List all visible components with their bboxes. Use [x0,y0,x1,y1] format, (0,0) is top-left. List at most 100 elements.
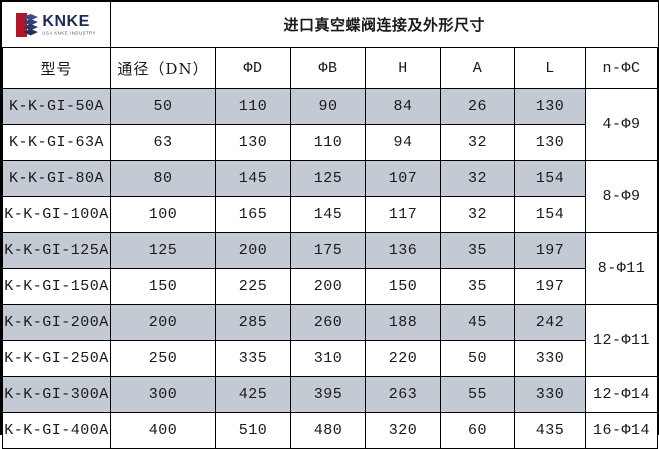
cell-a: 45 [440,304,515,341]
brand-logo: KNKE USA KNKE INDUSTRY [3,2,111,47]
column-header-d: ΦD [215,47,291,89]
cell-h: 220 [365,340,441,377]
brand-logo-cell: KNKE USA KNKE INDUSTRY [2,2,111,48]
column-header-h: H [365,47,441,89]
cell-model: K-K-GI-400A [2,412,111,449]
table-row: K-K-GI-80A 80 145 125 107 32 154 8-Φ9 [2,160,658,233]
cell-h: 320 [365,412,441,449]
cell-h: 136 [365,232,441,269]
cell-model: K-K-GI-100A [2,196,111,233]
cell-d: 200 [215,232,291,269]
table-row: K-K-GI-250A 250 335 310 220 50 330 [2,340,658,377]
cell-d: 145 [215,160,291,197]
cell-dn: 125 [110,232,216,269]
cell-h: 107 [365,160,441,197]
cell-bolt-pattern: 16-Φ14 [585,412,658,449]
cell-h: 188 [365,304,441,341]
cell-bolt-pattern: 8-Φ11 [585,232,658,305]
cell-a: 60 [440,412,515,449]
table-row: K-K-GI-150A 150 225 200 150 35 197 [2,268,658,305]
cell-l: 130 [514,124,586,161]
cell-l: 197 [514,232,586,269]
cell-d: 285 [215,304,291,341]
cell-b: 395 [290,376,366,413]
brand-tagline: USA KNKE INDUSTRY [42,30,97,36]
cell-a: 50 [440,340,515,377]
cell-a: 26 [440,88,515,125]
cell-a: 32 [440,124,515,161]
brand-wordmark: KNKE USA KNKE INDUSTRY [42,12,97,36]
cell-l: 330 [514,340,586,377]
cell-a: 32 [440,196,515,233]
cell-l: 130 [514,88,586,125]
column-header-dn: 通径（DN） [110,47,216,89]
cell-b: 125 [290,160,366,197]
cell-model: K-K-GI-200A [2,304,111,341]
cell-dn: 50 [110,88,216,125]
cell-model: K-K-GI-125A [2,232,111,269]
cell-b: 175 [290,232,366,269]
cell-b: 90 [290,88,366,125]
logo-stack-icon [23,13,39,35]
cell-a: 32 [440,160,515,197]
cell-model: K-K-GI-63A [2,124,111,161]
table-row: K-K-GI-125A 125 200 175 136 35 197 8-Φ11 [2,232,658,305]
cell-a: 35 [440,232,515,269]
table-row: K-K-GI-200A 200 285 260 188 45 242 12-Φ11 [2,304,658,377]
table-row: K-K-GI-50A 50 110 90 84 26 130 4-Φ9 [2,88,658,161]
logo-red-block [16,12,28,37]
cell-bolt-pattern: 8-Φ9 [585,160,658,233]
cell-dn: 63 [110,124,216,161]
cell-h: 150 [365,268,441,305]
cell-model: K-K-GI-50A [2,88,111,125]
sheet-title: 进口真空蝶阀连接及外形尺寸 [110,2,658,48]
table-row: K-K-GI-400A 400 510 480 320 60 435 16-Φ14 [2,412,658,449]
column-header-model: 型号 [2,47,111,89]
cell-d: 335 [215,340,291,377]
cell-l: 435 [514,412,586,449]
table-row: K-K-GI-100A 100 165 145 117 32 154 [2,196,658,233]
table-row: K-K-GI-300A 300 425 395 263 55 330 12-Φ14 [2,376,658,413]
cell-l: 330 [514,376,586,413]
cell-dn: 250 [110,340,216,377]
table-row: K-K-GI-63A 63 130 110 94 32 130 [2,124,658,161]
cell-b: 200 [290,268,366,305]
cell-h: 117 [365,196,441,233]
cell-d: 425 [215,376,291,413]
cell-model: K-K-GI-150A [2,268,111,305]
cell-b: 310 [290,340,366,377]
cell-model: K-K-GI-250A [2,340,111,377]
cell-d: 165 [215,196,291,233]
cell-dn: 100 [110,196,216,233]
title-row: KNKE USA KNKE INDUSTRY 进口真空蝶阀连接及外形尺寸 [2,2,658,48]
cell-model: K-K-GI-80A [2,160,111,197]
cell-bolt-pattern: 4-Φ9 [585,88,658,161]
cell-dn: 200 [110,304,216,341]
cell-h: 94 [365,124,441,161]
cell-h: 84 [365,88,441,125]
cell-l: 197 [514,268,586,305]
column-header-l: L [514,47,586,89]
cell-b: 480 [290,412,366,449]
knke-logo-icon [16,12,39,37]
cell-bolt-pattern: 12-Φ14 [585,376,658,413]
cell-d: 510 [215,412,291,449]
cell-b: 260 [290,304,366,341]
cell-bolt-pattern: 12-Φ11 [585,304,658,377]
cell-dn: 400 [110,412,216,449]
cell-l: 154 [514,160,586,197]
cell-b: 110 [290,124,366,161]
cell-dn: 300 [110,376,216,413]
brand-name: KNKE [42,12,90,30]
cell-dn: 80 [110,160,216,197]
column-header-n-phi-c: n-ΦC [585,47,658,89]
cell-l: 154 [514,196,586,233]
column-header-b: ΦB [290,47,366,89]
cell-model: K-K-GI-300A [2,376,111,413]
cell-l: 242 [514,304,586,341]
cell-h: 263 [365,376,441,413]
